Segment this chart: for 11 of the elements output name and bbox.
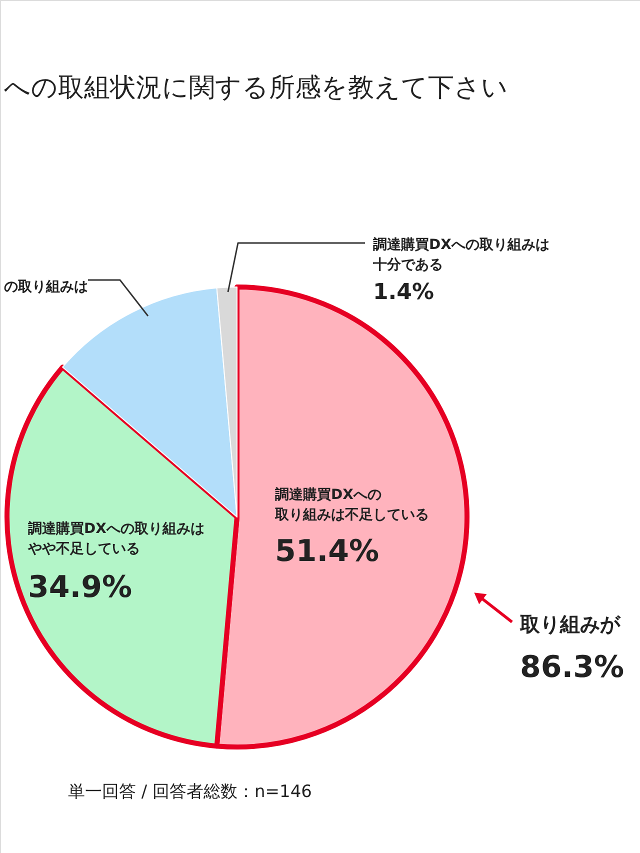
slice-label: 調達購買DXへの取り組みは不足している — [274, 486, 429, 523]
text: 取り組みが — [519, 612, 621, 636]
chart-title: への取組状況に関する所感を教えて下さい — [4, 73, 508, 103]
data-label: 51.4% — [275, 534, 380, 569]
data-label: 1.4% — [373, 280, 434, 305]
slice-label: 調達購買DXへの取り組みは十分である — [372, 236, 550, 273]
slice-label: 調達購買DXへの取り組みはやや不足している — [27, 520, 204, 557]
data-label: 34.9% — [28, 570, 132, 605]
text: 単一回答 / 回答者総数：n=146 — [68, 782, 312, 802]
slice-label: の取り組みは — [4, 279, 88, 295]
text: 86.3% — [520, 650, 624, 685]
